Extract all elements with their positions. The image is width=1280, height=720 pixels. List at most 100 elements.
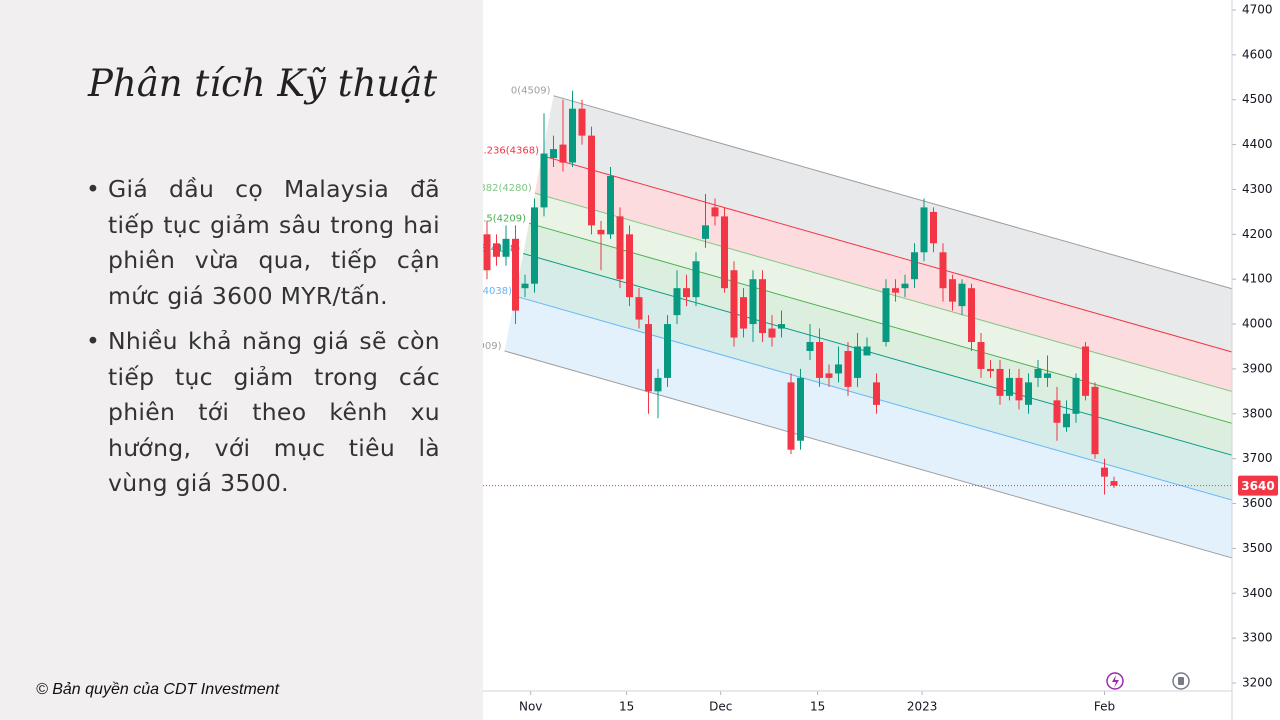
bullet-list: Giá dầu cọ Malaysia đã tiếp tục giảm sâu… <box>86 172 440 512</box>
last-price-label: 3640 <box>1241 479 1274 493</box>
candle-body <box>1082 346 1089 396</box>
candle-body <box>616 216 624 280</box>
candle-body <box>759 279 766 334</box>
candle-body <box>1044 373 1051 378</box>
channel-line <box>528 222 1233 424</box>
candle-body <box>968 288 975 343</box>
candle-body <box>740 297 747 329</box>
candle-body <box>768 328 776 338</box>
candle-body <box>1091 386 1099 455</box>
candle-body <box>493 243 500 257</box>
channel-line <box>523 253 1233 456</box>
candle-body <box>1034 368 1042 378</box>
candle-body <box>721 216 728 289</box>
candle-body <box>987 368 994 372</box>
y-tick-label: 4700 <box>1242 3 1273 17</box>
candle-body <box>787 382 795 450</box>
candle-body <box>730 270 738 338</box>
candle-body <box>692 261 700 298</box>
y-tick-label: 4300 <box>1242 182 1273 196</box>
alert-icon-bolt <box>1112 675 1119 688</box>
copyright: © Bản quyền của CDT Investment <box>36 681 280 698</box>
candle-body <box>1053 400 1061 423</box>
candle-body <box>683 288 690 298</box>
candle-body <box>930 211 937 244</box>
candle-body <box>559 144 567 163</box>
candle-body <box>1006 377 1013 396</box>
y-tick-label: 3800 <box>1242 406 1273 420</box>
x-tick-label: Dec <box>709 700 732 714</box>
candle-body <box>521 283 529 289</box>
candle-body <box>854 346 861 378</box>
replay-icon[interactable] <box>1172 672 1190 690</box>
candle-body <box>626 234 633 298</box>
y-tick-label: 4200 <box>1242 227 1273 241</box>
candle-body <box>607 176 614 235</box>
channel-line <box>504 350 1233 559</box>
x-tick-label: Feb <box>1094 700 1115 714</box>
candle-body <box>531 207 538 284</box>
candle-body <box>588 135 595 226</box>
candle-body <box>711 207 719 217</box>
y-tick-label: 3500 <box>1242 541 1273 555</box>
alert-icon[interactable] <box>1106 672 1124 690</box>
channel-band <box>523 223 1232 456</box>
channel-line <box>541 155 1233 353</box>
candle-body <box>797 377 804 441</box>
candle-body <box>1025 382 1032 405</box>
candle-body <box>939 252 947 289</box>
candle-body <box>673 288 681 316</box>
candle-body <box>512 238 519 311</box>
channel-band <box>515 253 1232 501</box>
x-tick-label: Nov <box>519 700 542 714</box>
bullet: Giá dầu cọ Malaysia đã tiếp tục giảm sâu… <box>86 172 440 314</box>
candle-body <box>1072 377 1080 414</box>
candle-body <box>483 234 491 271</box>
x-tick-label: 15 <box>810 700 825 714</box>
candle-body <box>749 279 757 325</box>
channel-band <box>504 296 1232 558</box>
plot: 0(4509)0.236(4368)0.382(4280)0.5(4209)0.… <box>450 3 1278 714</box>
y-tick-label: 3700 <box>1242 451 1273 465</box>
candle-body <box>996 368 1004 396</box>
channel-band <box>541 95 1232 352</box>
slide-title: Phân tích Kỹ thuật <box>88 62 438 105</box>
channel-label: 0(4509) <box>511 86 551 97</box>
y-tick-label: 4500 <box>1242 92 1273 106</box>
y-tick-label: 3300 <box>1242 631 1273 645</box>
candle-body <box>901 283 909 289</box>
candle-body <box>578 108 586 136</box>
y-tick-label: 3400 <box>1242 586 1273 600</box>
candle-body <box>835 364 842 374</box>
y-tick-label: 4100 <box>1242 272 1273 286</box>
channel-band <box>534 155 1232 392</box>
y-tick-label: 4000 <box>1242 317 1273 331</box>
candle-body <box>1110 481 1118 486</box>
y-tick-label: 3200 <box>1242 676 1273 690</box>
candle-body <box>920 207 928 253</box>
candle-body <box>664 324 671 378</box>
candle-body <box>502 238 510 257</box>
candle-body <box>958 283 966 307</box>
bullet: Nhiều khả năng giá sẽ còn tiếp tục giảm … <box>86 324 440 502</box>
candle-body <box>816 342 823 378</box>
candle-body <box>550 149 557 159</box>
candle-body <box>882 288 890 343</box>
last-price-box <box>1238 475 1278 496</box>
y-tick-label: 4400 <box>1242 137 1273 151</box>
channel-label: 0.5(4209) <box>477 213 526 224</box>
candle-body <box>654 377 662 392</box>
x-tick-label: 2023 <box>907 700 938 714</box>
candle-body <box>892 288 899 293</box>
candle-body <box>949 279 956 302</box>
x-tick-label: 15 <box>619 700 634 714</box>
candle-body <box>569 108 576 163</box>
candle-body <box>778 324 785 329</box>
y-tick-label: 3600 <box>1242 496 1273 510</box>
candle-body <box>806 342 814 351</box>
candle-body <box>702 225 709 239</box>
candle-body <box>1101 467 1108 477</box>
replay-icon-body <box>1178 677 1184 685</box>
